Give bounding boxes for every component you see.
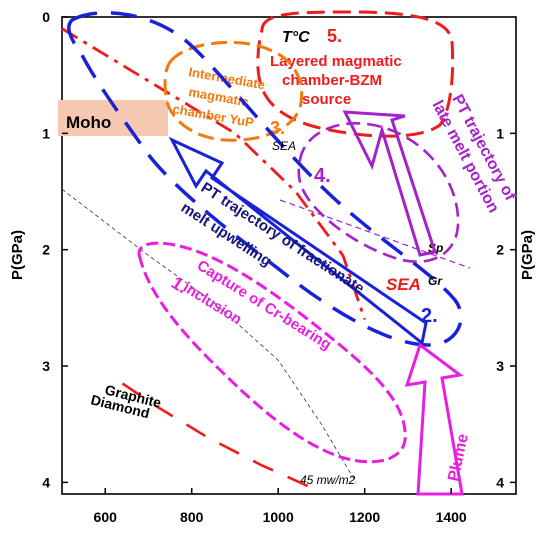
sea-top-label: SEA <box>272 139 296 153</box>
y-right-tick-label: 3 <box>496 358 504 374</box>
y-right-tick-label: 4 <box>496 474 504 490</box>
x-tick-label: 1000 <box>263 509 294 525</box>
layered-line1: Layered magmatic <box>270 53 402 70</box>
layered-line2: chamber-BZM <box>282 72 382 89</box>
y-tick-label: 0 <box>42 9 50 25</box>
temp-label: T°C <box>282 29 310 46</box>
y-axis-ticks: 0 1 2 3 4 1 2 3 4 <box>42 9 516 490</box>
num4-label: 4. <box>314 165 331 187</box>
plume-label: Plume <box>445 432 472 483</box>
layered-num5: 5. <box>327 26 342 46</box>
red-trajectory-line <box>61 27 367 320</box>
y-tick-label: 2 <box>42 242 50 258</box>
geotherm-line <box>61 188 357 483</box>
x-axis-ticks: 600 800 1000 1200 1400 <box>94 488 467 525</box>
layered-line3: source <box>302 91 351 108</box>
y-tick-label: 4 <box>42 474 50 490</box>
late-melt-arrow <box>342 110 437 257</box>
sea-red-label: SEA <box>386 275 421 294</box>
gr-label: Gr <box>428 274 443 288</box>
y-right-tick-label: 1 <box>496 125 504 141</box>
x-tick-label: 600 <box>94 509 118 525</box>
layered-chamber-outline <box>256 10 455 138</box>
intermediate-num3: 3. <box>270 118 285 138</box>
spinel-garnet-line <box>279 199 471 269</box>
x-tick-label: 1400 <box>436 509 467 525</box>
x-tick-label: 1200 <box>349 509 380 525</box>
late-melt-field-outline <box>297 122 460 263</box>
y-tick-label: 3 <box>42 358 50 374</box>
x-tick-label: 800 <box>180 509 204 525</box>
intermediate-chamber-outline <box>163 40 304 142</box>
geotherm-label: 45 mw/m2 <box>300 473 356 487</box>
num2-label: 2. <box>421 305 438 327</box>
plot-frame <box>61 16 517 495</box>
moho-label: Moho <box>66 113 111 132</box>
plume-arrow <box>404 342 464 496</box>
fractionate-arrow <box>168 136 428 346</box>
y-axis-label-right: P(GPa) <box>519 230 536 280</box>
capture-field-outline <box>137 241 407 464</box>
y-right-tick-label: 2 <box>496 242 504 258</box>
y-tick-label: 1 <box>42 125 50 141</box>
y-axis-label: P(GPa) <box>9 230 26 280</box>
